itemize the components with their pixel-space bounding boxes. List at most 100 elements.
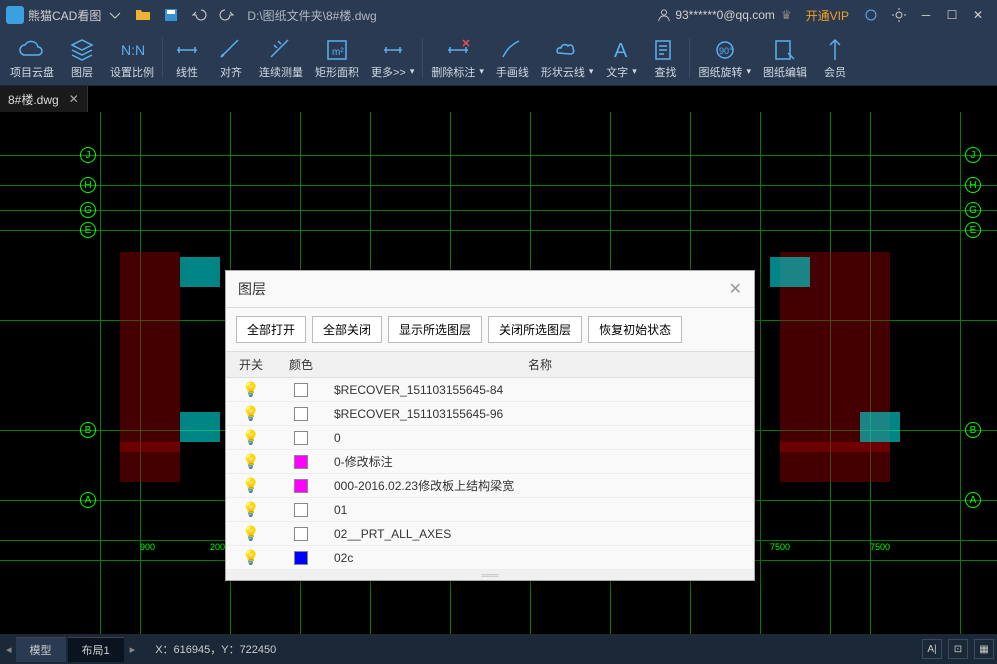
more-icon <box>380 36 406 64</box>
header-name: 名称 <box>326 352 754 377</box>
layer-bulb-icon[interactable]: 💡 <box>226 429 276 446</box>
redo-icon[interactable] <box>215 3 239 27</box>
layer-color-swatch[interactable] <box>276 479 326 493</box>
rotate-icon: 90° <box>712 36 738 64</box>
linear-icon <box>174 36 200 64</box>
tool-vip[interactable]: 会员 <box>813 34 857 82</box>
layer-row[interactable]: 💡$RECOVER_151103155645-84 <box>226 378 754 402</box>
status-icon-1[interactable]: A| <box>922 639 942 659</box>
tool-label: 对齐 <box>220 64 242 80</box>
maximize-button[interactable]: ☐ <box>941 4 963 26</box>
save-icon[interactable] <box>159 3 183 27</box>
tool-text[interactable]: A文字 <box>599 34 643 82</box>
grid-bubble: A <box>965 492 981 508</box>
status-icon-3[interactable]: ▦ <box>974 639 994 659</box>
layer-row[interactable]: 💡$RECOVER_151103155645-96 <box>226 402 754 426</box>
layer-action-button[interactable]: 关闭所选图层 <box>488 316 582 343</box>
dialog-button-row: 全部打开全部关闭显示所选图层关闭所选图层恢复初始状态 <box>226 308 754 351</box>
tool-area[interactable]: m²矩形面积 <box>309 34 365 82</box>
layer-name: 02__PRT_ALL_AXES <box>326 527 754 541</box>
dialog-close-icon[interactable]: ✕ <box>729 279 742 299</box>
tool-label: 文字 <box>606 64 637 80</box>
file-tab[interactable]: 8#楼.dwg ✕ <box>0 86 88 112</box>
status-icon-2[interactable]: ⊡ <box>948 639 968 659</box>
layer-row[interactable]: 💡0 <box>226 426 754 450</box>
header-switch: 开关 <box>226 352 276 377</box>
svg-text:90°: 90° <box>719 46 733 56</box>
layer-color-swatch[interactable] <box>276 551 326 565</box>
layer-row[interactable]: 💡02c <box>226 546 754 570</box>
chevron-down-icon[interactable] <box>103 3 127 27</box>
layer-color-swatch[interactable] <box>276 431 326 445</box>
settings-icon[interactable] <box>887 3 911 27</box>
layer-action-button[interactable]: 显示所选图层 <box>388 316 482 343</box>
layer-action-button[interactable]: 全部打开 <box>236 316 306 343</box>
grid-bubble: G <box>80 202 96 218</box>
open-folder-icon[interactable] <box>131 3 155 27</box>
tool-label: 删除标注 <box>431 64 484 80</box>
tool-measure[interactable]: 连续测量 <box>253 34 309 82</box>
cloud-icon <box>19 36 45 64</box>
layer-bulb-icon[interactable]: 💡 <box>226 525 276 542</box>
tool-layers[interactable]: 图层 <box>60 34 104 82</box>
layer-action-button[interactable]: 恢复初始状态 <box>588 316 682 343</box>
file-tab-close-icon[interactable]: ✕ <box>69 92 79 106</box>
layer-bulb-icon[interactable]: 💡 <box>226 405 276 422</box>
layer-name: 0 <box>326 431 754 445</box>
tool-label: 图纸旋转 <box>698 64 751 80</box>
table-header: 开关 颜色 名称 <box>226 352 754 378</box>
layer-row[interactable]: 💡000-2016.02.23修改板上结构梁宽 <box>226 474 754 498</box>
tool-more[interactable]: 更多>> <box>365 34 420 82</box>
app-name: 熊猫CAD看图 <box>28 7 101 24</box>
tool-align[interactable]: 对齐 <box>209 34 253 82</box>
layer-bulb-icon[interactable]: 💡 <box>226 477 276 494</box>
undo-icon[interactable] <box>187 3 211 27</box>
vip-link[interactable]: 开通VIP <box>806 7 849 24</box>
tool-ratio[interactable]: N:N设置比例 <box>104 34 160 82</box>
drawing-canvas[interactable]: JJHHGGEEBBAA9002000900300034503000345044… <box>0 112 997 634</box>
layer-action-button[interactable]: 全部关闭 <box>312 316 382 343</box>
layer-color-swatch[interactable] <box>276 527 326 541</box>
layer-bulb-icon[interactable]: 💡 <box>226 453 276 470</box>
dimension-label: 7500 <box>870 542 890 552</box>
layout-tab[interactable]: 布局1 <box>68 637 124 662</box>
grid-bubble: B <box>965 422 981 438</box>
tool-label: 项目云盘 <box>10 64 54 80</box>
user-account[interactable]: 93******0@qq.com <box>657 8 775 22</box>
layer-color-swatch[interactable] <box>276 383 326 397</box>
tool-label: 查找 <box>654 64 676 80</box>
tool-hand[interactable]: 手画线 <box>490 34 535 82</box>
layer-bulb-icon[interactable]: 💡 <box>226 381 276 398</box>
layer-row[interactable]: 💡01 <box>226 498 754 522</box>
tool-delete[interactable]: 删除标注 <box>425 34 490 82</box>
dialog-resize-handle[interactable]: ═══ <box>226 570 754 580</box>
tab-prev-icon[interactable]: ◂ <box>6 643 12 656</box>
area-icon: m² <box>324 36 350 64</box>
tool-cloud[interactable]: 项目云盘 <box>4 34 60 82</box>
grid-bubble: A <box>80 492 96 508</box>
toolbar-ribbon: 项目云盘图层N:N设置比例线性对齐连续测量m²矩形面积更多>> 删除标注手画线形状… <box>0 30 997 86</box>
layer-color-swatch[interactable] <box>276 407 326 421</box>
layer-row[interactable]: 💡 02__PRT_ALL_AXES <box>226 522 754 546</box>
layer-color-swatch[interactable] <box>276 455 326 469</box>
table-body: 💡$RECOVER_151103155645-84💡$RECOVER_15110… <box>226 378 754 570</box>
layer-bulb-icon[interactable]: 💡 <box>226 501 276 518</box>
tool-linear[interactable]: 线性 <box>165 34 209 82</box>
vip-crown-icon[interactable]: ♛ <box>781 8 792 22</box>
tool-rotate[interactable]: 90° 图纸旋转 <box>692 34 757 82</box>
layer-row[interactable]: 💡0-修改标注 <box>226 450 754 474</box>
tab-next-icon[interactable]: ▸ <box>130 643 136 656</box>
tool-find[interactable]: 查找 <box>643 34 687 82</box>
tool-edit[interactable]: 图纸编辑 <box>757 34 813 82</box>
layer-bulb-icon[interactable]: 💡 <box>226 549 276 566</box>
model-tab[interactable]: 模型 <box>16 637 66 662</box>
theme-icon[interactable] <box>859 3 883 27</box>
cloudline-icon <box>554 36 580 64</box>
minimize-button[interactable]: ─ <box>915 4 937 26</box>
dialog-header: 图层 ✕ <box>226 271 754 308</box>
close-button[interactable]: ✕ <box>967 4 989 26</box>
tool-cloudline[interactable]: 形状云线 <box>535 34 600 82</box>
grid-bubble: H <box>80 177 96 193</box>
file-path: D:\图纸文件夹\8#楼.dwg <box>247 7 376 24</box>
layer-color-swatch[interactable] <box>276 503 326 517</box>
